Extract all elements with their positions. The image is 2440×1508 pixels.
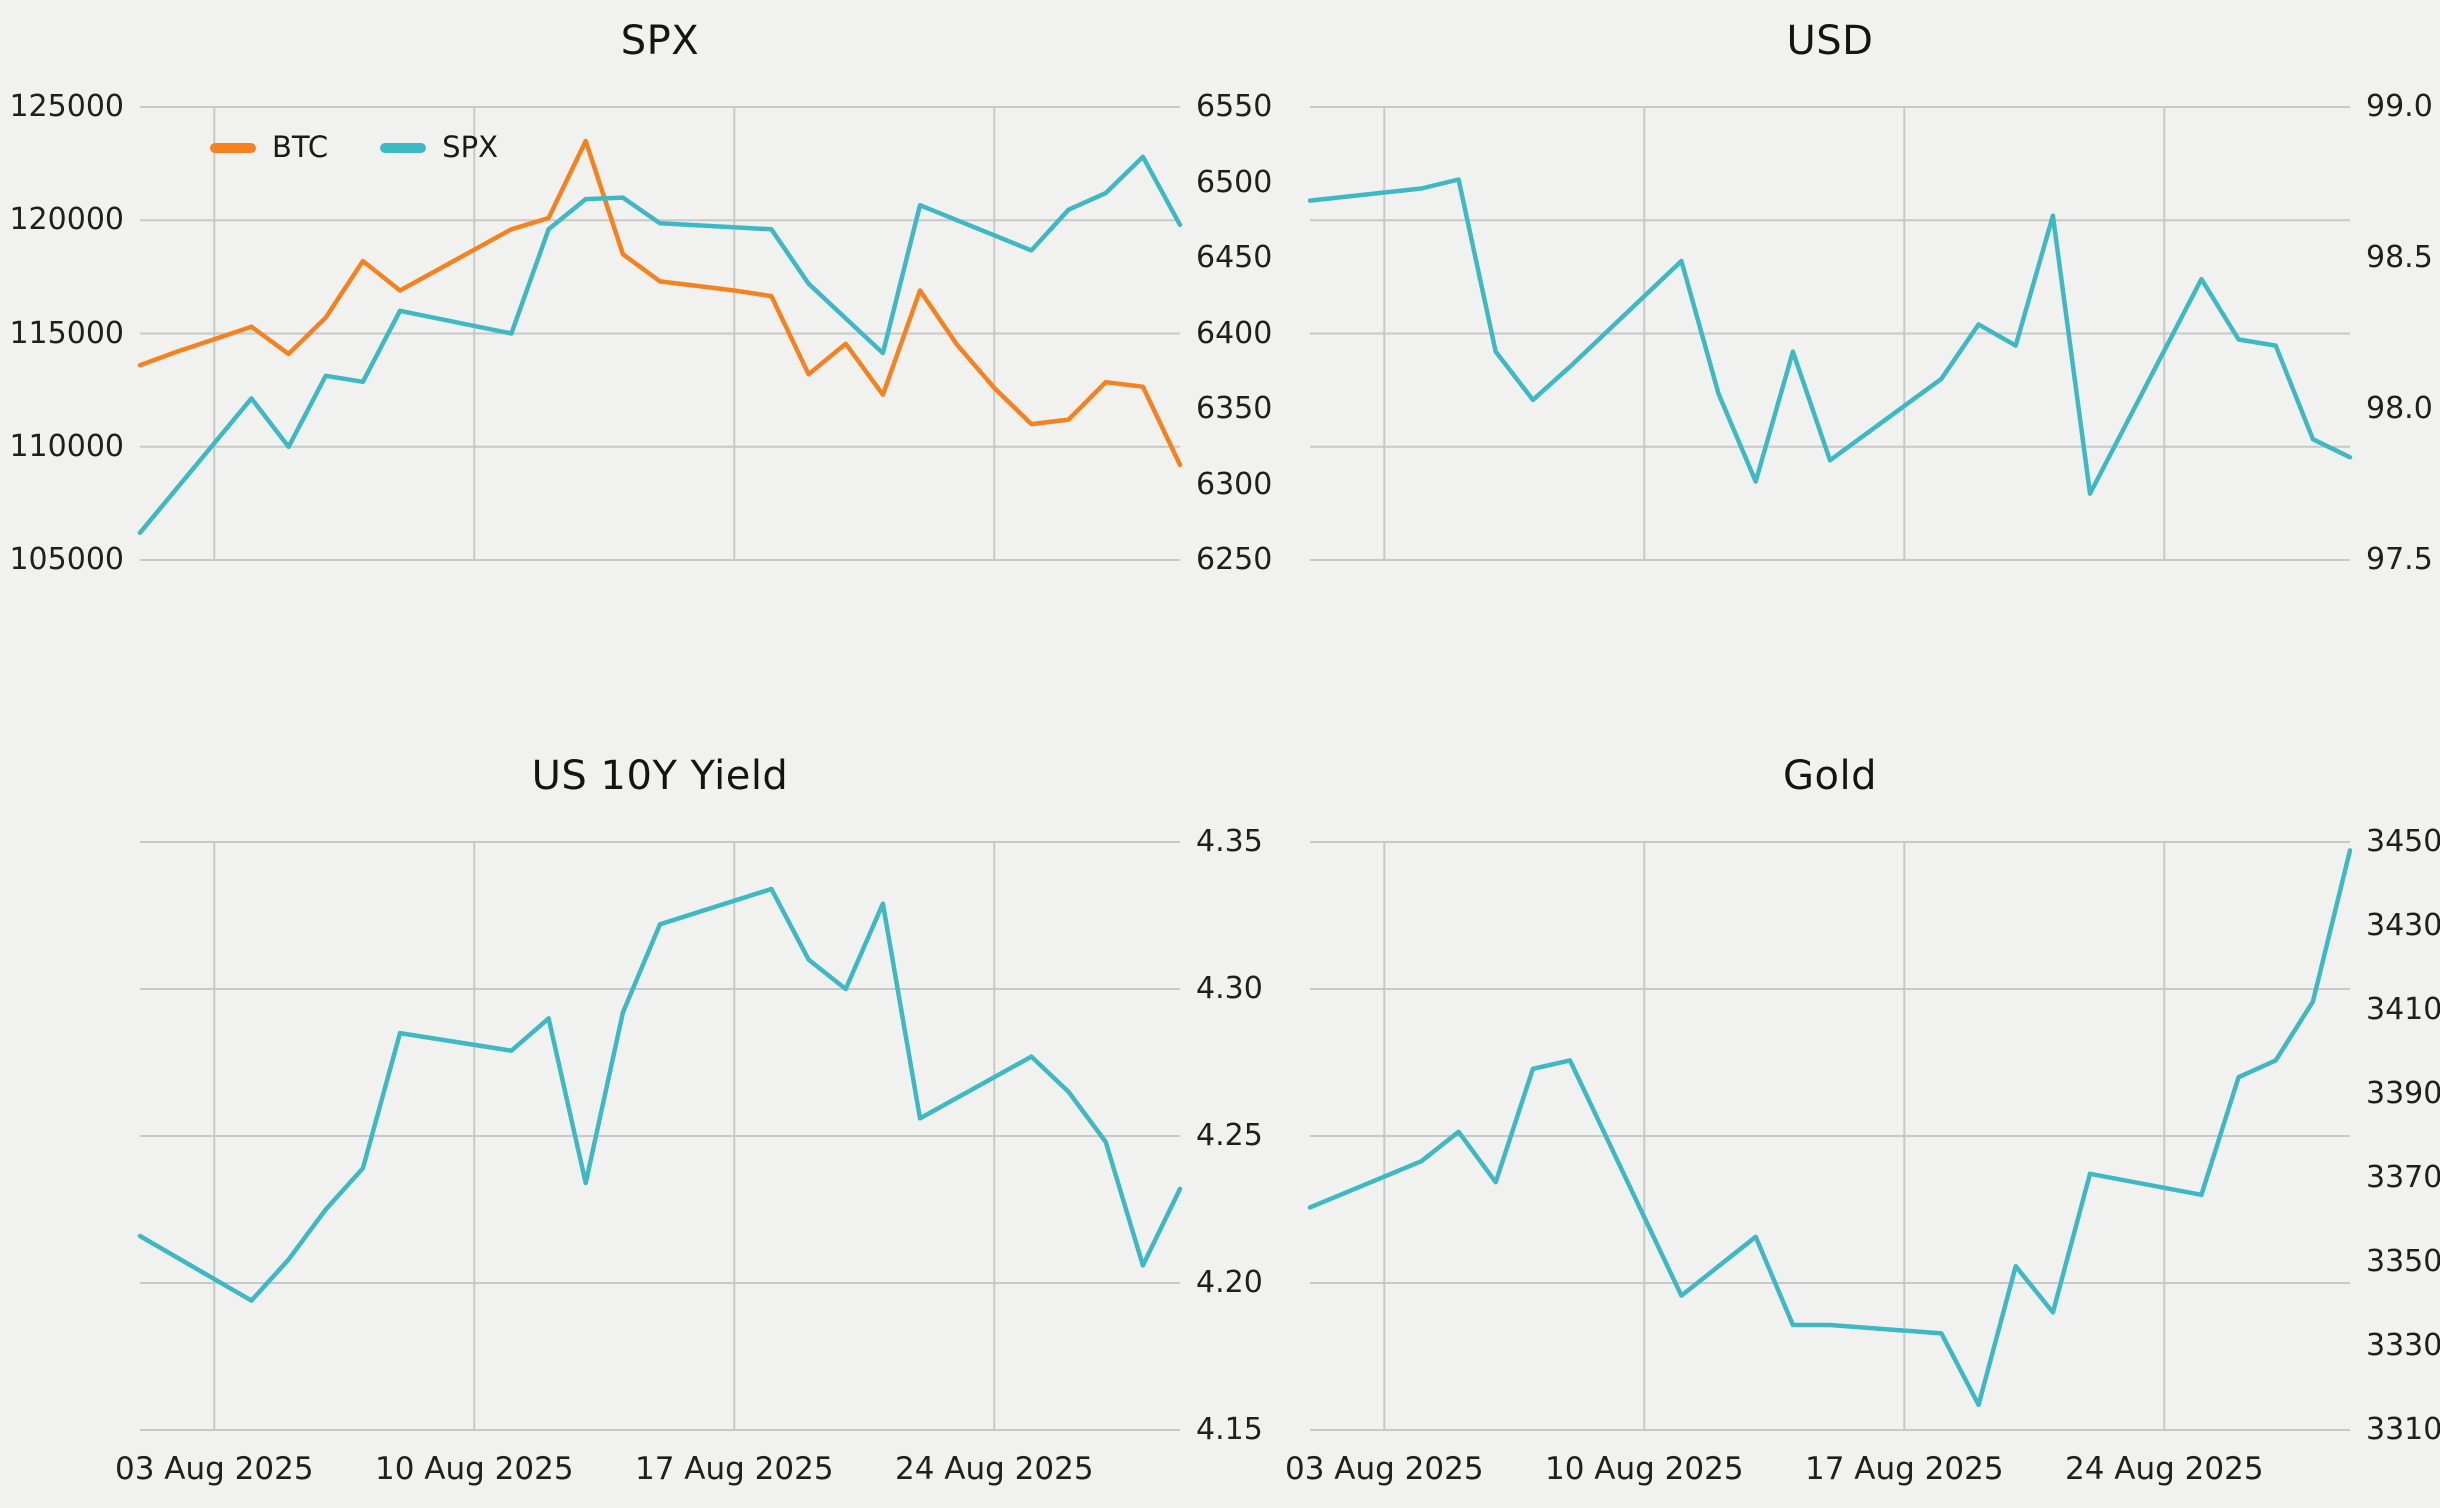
legend-label-spx: SPX [442, 130, 498, 164]
series-line-spx [137, 154, 1183, 536]
y-tick-label-right: 3330 [2366, 1328, 2440, 1363]
legend-item-spx: SPX [380, 133, 498, 162]
plot-area-us10y [137, 841, 1183, 1431]
y-tick-label-right: 3410 [2366, 992, 2440, 1027]
x-tick-label: 03 Aug 2025 [1284, 1451, 1484, 1487]
y-tick-label-left: 120000 [9, 202, 124, 238]
plot-area-gold [1307, 841, 2353, 1431]
chart-usd: USD 99.0 98.5 98.0 97.5 [1307, 18, 2433, 575]
x-tick-label: 03 Aug 2025 [114, 1451, 314, 1487]
y-tick-label-right: 3430 [2366, 908, 2440, 943]
y-tick-label-right: 6250 [1196, 542, 1273, 577]
y-tick-label-right: 98.0 [2366, 391, 2433, 426]
y-tick-label-right: 3310 [2366, 1412, 2440, 1447]
y-tick-label-right: 3450 [2366, 824, 2440, 859]
y-tick-label-right: 3390 [2366, 1076, 2440, 1111]
y-tick-label-right: 3370 [2366, 1160, 2440, 1195]
chart-title-usd: USD [1786, 18, 1874, 64]
legend-swatch-btc [210, 142, 256, 153]
series-line-gold [1307, 848, 2353, 1408]
y-tick-label-right: 98.5 [2366, 240, 2433, 275]
x-tick-label: 17 Aug 2025 [634, 1451, 834, 1487]
legend-item-btc: BTC [210, 133, 328, 162]
chart-spx: SPX BTC SPX 125000 120000 115000 110000 1050… [9, 18, 1272, 575]
x-tick-label: 10 Aug 2025 [1544, 1451, 1744, 1487]
y-tick-label-right: 99.0 [2366, 89, 2433, 124]
y-tick-label-right: 4.35 [1196, 824, 1263, 859]
x-tick-label: 10 Aug 2025 [374, 1451, 574, 1487]
chart-title-gold: Gold [1783, 753, 1877, 799]
y-tick-label-right: 4.15 [1196, 1412, 1263, 1447]
plot-area-spx [137, 106, 1183, 561]
y-tick-label-left: 125000 [9, 89, 124, 124]
y-tick-label-right: 4.25 [1196, 1118, 1263, 1153]
x-tick-label: 24 Aug 2025 [2064, 1451, 2264, 1487]
legend-label-btc: BTC [272, 130, 329, 164]
chart-title-spx: SPX [620, 18, 700, 64]
series-line-us-10y-yield [137, 886, 1183, 1303]
y-tick-label-right: 6450 [1196, 240, 1273, 275]
y-tick-label-right: 6550 [1196, 89, 1273, 124]
chart-us10y: US 10Y Yield 4.35 4.30 4.25 4.20 4.15 03 Aug … [115, 753, 1263, 1485]
y-tick-label-right: 97.5 [2366, 542, 2433, 577]
legend: BTC SPX [210, 133, 498, 162]
series-line-btc [137, 138, 1183, 468]
legend-swatch-spx [380, 142, 427, 153]
plot-area-usd [1307, 106, 2353, 561]
y-tick-label-left: 115000 [9, 315, 124, 351]
y-tick-label-right: 6500 [1196, 164, 1273, 200]
y-tick-label-right: 6350 [1196, 391, 1273, 426]
x-tick-label: 24 Aug 2025 [894, 1451, 1094, 1487]
y-tick-label-left: 105000 [9, 542, 124, 577]
y-tick-label-right: 4.30 [1196, 971, 1263, 1006]
y-tick-label-right: 6300 [1196, 466, 1273, 502]
y-tick-label-left: 110000 [9, 428, 124, 464]
series-line-usd [1307, 177, 2353, 496]
x-tick-label: 17 Aug 2025 [1804, 1451, 2004, 1487]
chart-title-us10y: US 10Y Yield [531, 753, 789, 799]
y-tick-label-right: 4.20 [1196, 1265, 1263, 1300]
y-tick-label-right: 3350 [2366, 1244, 2440, 1279]
y-tick-label-right: 6400 [1196, 315, 1273, 351]
chart-gold: Gold 3450 3430 3410 3390 3370 3350 3330 3310 03 … [1285, 753, 2440, 1485]
